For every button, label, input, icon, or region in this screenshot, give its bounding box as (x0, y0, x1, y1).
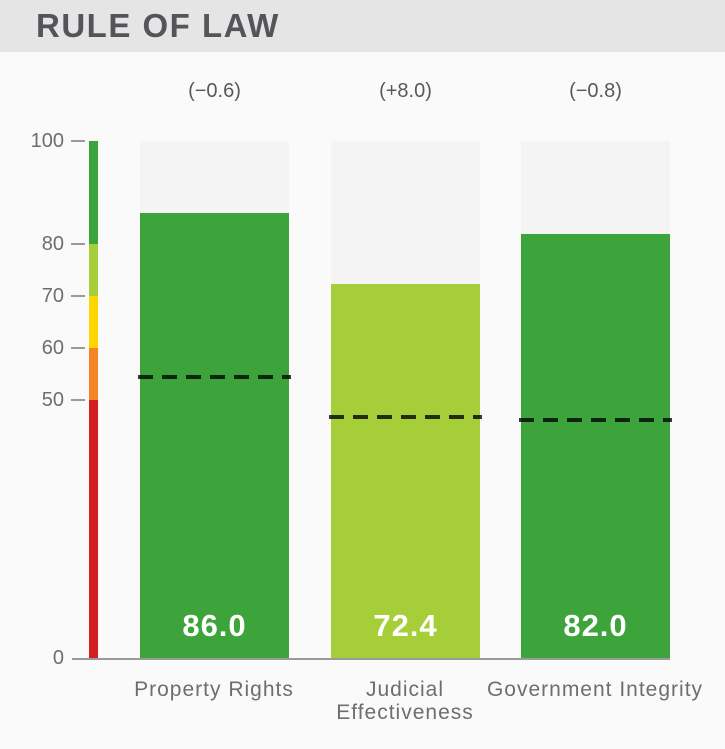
reference-dash-property-rights (138, 374, 291, 379)
bar-judicial-effectiveness: 72.4 (329, 141, 482, 658)
reference-dash-judicial-effectiveness (329, 415, 482, 420)
grade-color-scale (89, 141, 98, 658)
category-label-property-rights: Property Rights (134, 678, 294, 701)
y-axis-label-60: 60 (41, 336, 64, 359)
grade-scale-segment-70-80 (89, 244, 98, 297)
grade-scale-segment-60-70 (89, 296, 98, 348)
header: RULE OF LAW (0, 0, 725, 52)
change-label-government-integrity: (−0.8) (569, 80, 622, 102)
bar-property-rights: 86.0 (138, 141, 291, 658)
grade-scale-segment-50-60 (89, 347, 98, 400)
y-axis-tick-50 (71, 398, 85, 401)
reference-dash-government-integrity (519, 418, 672, 423)
y-axis-label-50: 50 (41, 388, 64, 411)
page-title: RULE OF LAW (36, 7, 280, 44)
y-axis-label-80: 80 (41, 233, 64, 256)
y-axis-tick-100 (71, 140, 85, 142)
x-axis-line (72, 658, 670, 660)
plot-area: 100 80 70 60 50 0 86.0 72.4 82.0 (0, 131, 725, 668)
change-label-property-rights: (−0.6) (188, 80, 241, 102)
change-labels-row: (−0.6) (+8.0) (−0.8) (0, 80, 725, 106)
y-axis-label-100: 100 (30, 130, 64, 152)
bar-government-integrity: 82.0 (519, 141, 672, 658)
y-axis-label-70: 70 (41, 285, 64, 308)
grade-scale-segment-80-100 (89, 141, 98, 245)
y-axis-tick-70 (71, 295, 85, 298)
y-axis-label-0: 0 (52, 647, 64, 669)
y-axis-tick-60 (71, 346, 85, 349)
bar-fill-government-integrity: 82.0 (521, 234, 670, 658)
bar-fill-property-rights: 86.0 (140, 213, 289, 658)
category-label-judicial-effectiveness: Judicial Effectiveness (336, 678, 474, 724)
bar-value-property-rights: 86.0 (182, 608, 247, 643)
bar-fill-judicial-effectiveness: 72.4 (331, 283, 480, 658)
bar-value-judicial-effectiveness: 72.4 (373, 608, 438, 643)
bar-value-government-integrity: 82.0 (563, 608, 628, 643)
category-label-government-integrity: Government Integrity (486, 678, 704, 701)
change-label-judicial-effectiveness: (+8.0) (379, 80, 432, 102)
y-axis-tick-80 (71, 243, 85, 246)
grade-scale-segment-0-50 (89, 399, 98, 658)
